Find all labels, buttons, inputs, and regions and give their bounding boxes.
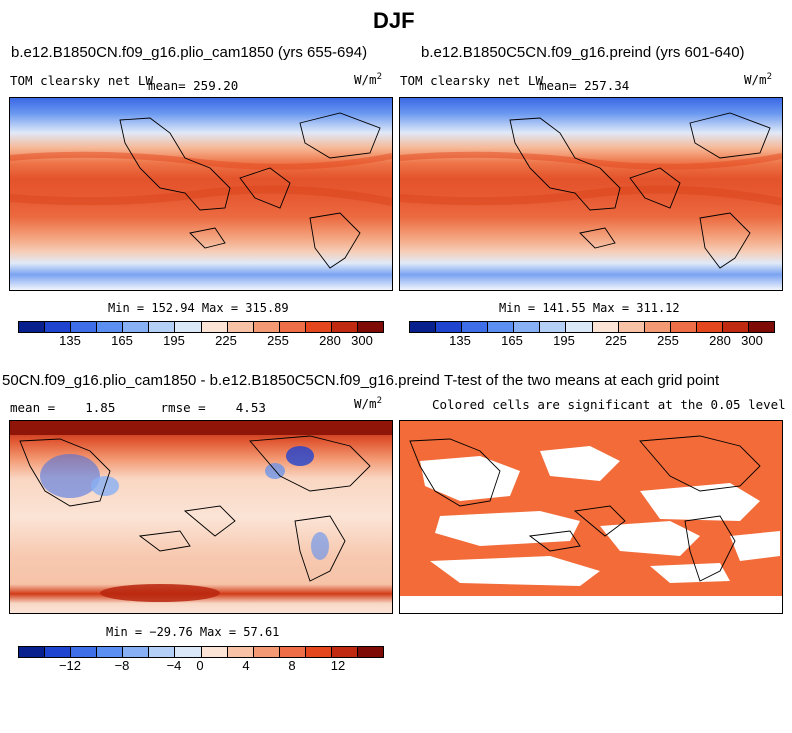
colorbar-2-tick: 195 <box>553 333 575 348</box>
panel4-title: T-test of the two means at each grid poi… <box>444 372 720 389</box>
panel2-units: W/m2 <box>744 72 772 88</box>
colorbar-1-swatch <box>331 322 359 332</box>
colorbar-1-swatch <box>279 322 306 332</box>
panel4-map <box>399 420 783 614</box>
colorbar-3-swatch <box>305 647 332 657</box>
colorbar-1-swatch <box>71 322 98 332</box>
colorbar-2-swatch <box>410 322 437 332</box>
colorbar-3-swatch <box>175 647 202 657</box>
panel1-variable: TOM clearsky net LW <box>10 73 153 88</box>
colorbar-2-swatch <box>436 322 463 332</box>
colorbar-1-swatch <box>253 322 280 332</box>
colorbar-3-tick: 4 <box>242 658 250 673</box>
colorbar-1-swatch <box>45 322 72 332</box>
colorbar-3-swatch <box>149 647 176 657</box>
panel3-title: 50CN.f09_g16.plio_cam1850 - b.e12.B1850C… <box>2 372 440 389</box>
colorbar-1-swatch <box>123 322 150 332</box>
colorbar-2-tick: 135 <box>449 333 471 348</box>
colorbar-2-swatch <box>488 322 515 332</box>
colorbar-3-swatch <box>123 647 150 657</box>
colorbar-3-swatch <box>97 647 124 657</box>
colorbar-2-tick: 225 <box>605 333 627 348</box>
colorbar-3-swatch <box>358 647 384 657</box>
colorbar-1-tick: 165 <box>111 333 133 348</box>
panel3-minmax: Min = −29.76 Max = 57.61 <box>106 625 280 639</box>
figure-title: DJF <box>373 8 415 33</box>
panel1-map <box>9 97 393 291</box>
panel2-minmax: Min = 141.55 Max = 311.12 <box>499 301 680 315</box>
colorbar-3-swatch <box>201 647 228 657</box>
colorbar-2-tick: 300 <box>741 333 763 348</box>
panel4-subtitle: Colored cells are significant at the 0.0… <box>432 397 786 412</box>
colorbar-3-tick: 8 <box>288 658 296 673</box>
colorbar-2-tick: 165 <box>501 333 523 348</box>
colorbar-2-swatch <box>540 322 567 332</box>
colorbar-2-swatch <box>670 322 697 332</box>
colorbar-2-tick: 255 <box>657 333 679 348</box>
colorbar-3-tick: 12 <box>330 658 346 673</box>
colorbar-3 <box>18 646 384 658</box>
colorbar-1-swatch <box>201 322 228 332</box>
colorbar-2-swatch <box>749 322 775 332</box>
colorbar-3-tick: −12 <box>58 658 82 673</box>
colorbar-2-swatch <box>566 322 593 332</box>
colorbar-2 <box>409 321 775 333</box>
colorbar-2-swatch <box>514 322 541 332</box>
colorbar-1-swatch <box>19 322 46 332</box>
panel1-minmax: Min = 152.94 Max = 315.89 <box>108 301 289 315</box>
panel2-map <box>399 97 783 291</box>
colorbar-1-swatch <box>175 322 202 332</box>
colorbar-2-swatch <box>462 322 489 332</box>
panel2-variable: TOM clearsky net LW <box>400 73 543 88</box>
colorbar-3-swatch <box>331 647 359 657</box>
colorbar-2-swatch <box>722 322 750 332</box>
colorbar-2-swatch <box>618 322 645 332</box>
colorbar-3-swatch <box>45 647 72 657</box>
colorbar-3-swatch <box>19 647 46 657</box>
colorbar-2-tick: 280 <box>709 333 731 348</box>
panel3-units: W/m2 <box>354 396 382 412</box>
colorbar-3-swatch <box>71 647 98 657</box>
panel2-title: b.e12.B1850C5CN.f09_g16.preind (yrs 601-… <box>421 44 745 61</box>
colorbar-1-swatch <box>358 322 384 332</box>
colorbar-1-tick: 135 <box>59 333 81 348</box>
colorbar-1-tick: 280 <box>319 333 341 348</box>
colorbar-3-tick: −4 <box>166 658 182 673</box>
colorbar-1-tick: 255 <box>267 333 289 348</box>
panel1-units: W/m2 <box>354 72 382 88</box>
colorbar-3-swatch <box>253 647 280 657</box>
colorbar-1-swatch <box>305 322 332 332</box>
colorbar-1-swatch <box>97 322 124 332</box>
colorbar-2-swatch <box>592 322 619 332</box>
colorbar-3-swatch <box>279 647 306 657</box>
panel2-mean: mean= 257.34 <box>539 78 630 93</box>
colorbar-3-tick: 0 <box>196 658 204 673</box>
panel1-title: b.e12.B1850CN.f09_g16.plio_cam1850 (yrs … <box>11 44 368 61</box>
colorbar-1-swatch <box>227 322 254 332</box>
colorbar-1-tick: 195 <box>163 333 185 348</box>
colorbar-1-tick: 300 <box>351 333 373 348</box>
panel3-stats: mean = 1.85 rmse = 4.53 <box>10 400 266 415</box>
panel3-map <box>9 420 393 614</box>
colorbar-3-tick: −8 <box>114 658 130 673</box>
colorbar-3-swatch <box>227 647 254 657</box>
colorbar-1-tick: 225 <box>215 333 237 348</box>
colorbar-1 <box>18 321 384 333</box>
colorbar-1-swatch <box>149 322 176 332</box>
panel1-mean: mean= 259.20 <box>148 78 239 93</box>
colorbar-2-swatch <box>696 322 723 332</box>
colorbar-2-swatch <box>644 322 671 332</box>
